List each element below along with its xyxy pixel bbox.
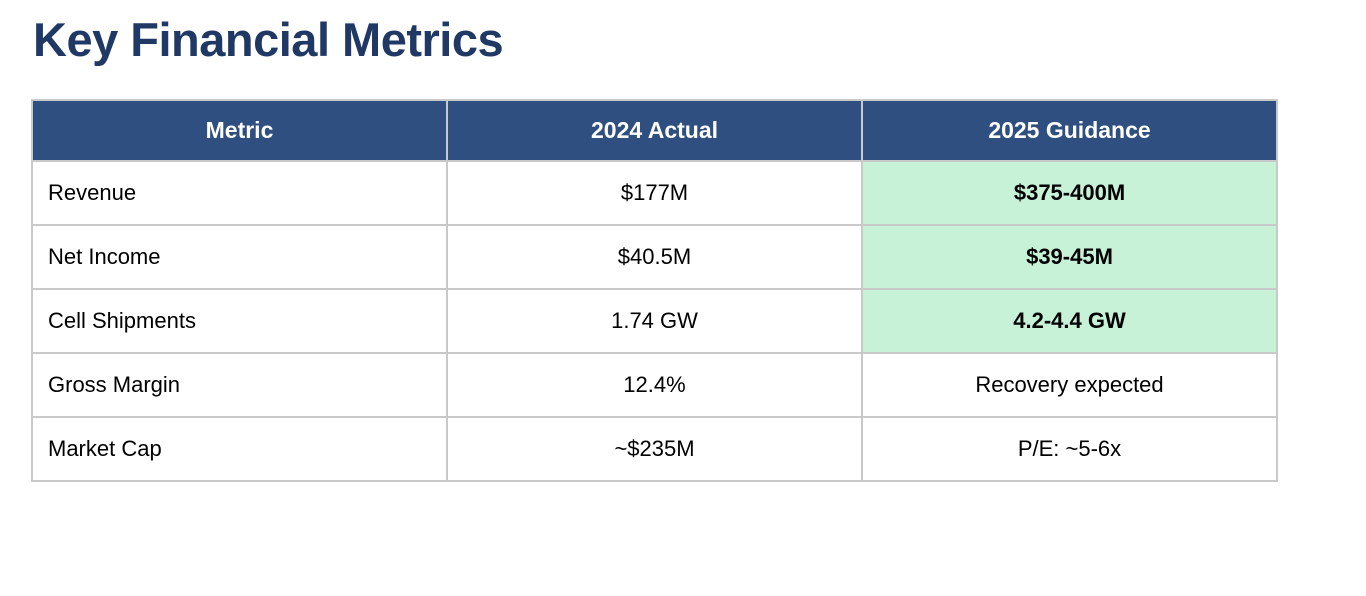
guidance-cell: $39-45M (861, 224, 1278, 290)
financial-metrics-table: Metric 2024 Actual 2025 Guidance Revenue… (31, 99, 1278, 482)
metric-cell: Net Income (31, 224, 448, 290)
table-row-net-income: Net Income $40.5M $39-45M (31, 224, 1278, 290)
table-row-gross-margin: Gross Margin 12.4% Recovery expected (31, 352, 1278, 418)
actual-cell: 12.4% (446, 352, 863, 418)
table-header: Metric 2024 Actual 2025 Guidance (31, 99, 1278, 162)
metric-cell: Revenue (31, 160, 448, 226)
table-body: Revenue $177M $375-400M Net Income $40.5… (31, 160, 1278, 482)
header-row: Metric 2024 Actual 2025 Guidance (31, 99, 1278, 162)
guidance-cell: P/E: ~5-6x (861, 416, 1278, 482)
header-metric: Metric (31, 99, 448, 162)
metric-cell: Market Cap (31, 416, 448, 482)
header-2025-guidance: 2025 Guidance (861, 99, 1278, 162)
header-2024-actual: 2024 Actual (446, 99, 863, 162)
metric-cell: Gross Margin (31, 352, 448, 418)
table-row-revenue: Revenue $177M $375-400M (31, 160, 1278, 226)
guidance-cell: 4.2-4.4 GW (861, 288, 1278, 354)
guidance-cell: Recovery expected (861, 352, 1278, 418)
metric-cell: Cell Shipments (31, 288, 448, 354)
actual-cell: $40.5M (446, 224, 863, 290)
actual-cell: ~$235M (446, 416, 863, 482)
actual-cell: $177M (446, 160, 863, 226)
guidance-cell: $375-400M (861, 160, 1278, 226)
page-title: Key Financial Metrics (33, 13, 504, 66)
table-row-cell-shipments: Cell Shipments 1.74 GW 4.2-4.4 GW (31, 288, 1278, 354)
table-row-market-cap: Market Cap ~$235M P/E: ~5-6x (31, 416, 1278, 482)
actual-cell: 1.74 GW (446, 288, 863, 354)
